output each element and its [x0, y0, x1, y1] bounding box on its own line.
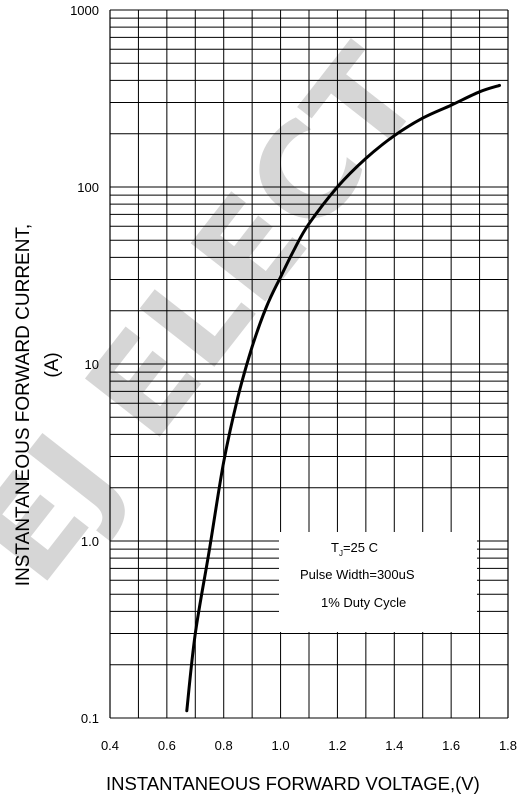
x-tick-label: 0.6: [158, 738, 176, 753]
x-tick-label: 1.0: [272, 738, 290, 753]
x-tick-label: 0.8: [215, 738, 233, 753]
y-tick-label: 1.0: [81, 534, 99, 549]
y-axis-label-line1: INSTANTANEOUS FORWARD CURRENT,: [13, 224, 34, 586]
x-axis-label: INSTANTANEOUS FORWARD VOLTAGE,(V): [106, 773, 480, 794]
annotation-box: [279, 532, 477, 632]
y-tick-label: 0.1: [81, 711, 99, 726]
x-tick-label: 0.4: [101, 738, 119, 753]
series-curve: [185, 83, 501, 713]
y-tick-labels: 0.1 1.0 10 100 1000: [70, 3, 99, 726]
x-tick-label: 1.4: [385, 738, 403, 753]
x-tick-labels: 0.4 0.6 0.8 1.0 1.2 1.4 1.6 1.8: [101, 738, 517, 753]
y-tick-label: 100: [77, 180, 99, 195]
y-axis-label-line2: (A): [42, 352, 63, 377]
x-tick-label: 1.8: [499, 738, 517, 753]
x-tick-label: 1.2: [328, 738, 346, 753]
y-tick-label: 10: [85, 357, 99, 372]
annotation-line2: Pulse Width=300uS: [300, 567, 415, 582]
x-tick-label: 1.6: [442, 738, 460, 753]
y-tick-label: 1000: [70, 3, 99, 18]
annotation-line1: TJ=25 C: [331, 540, 378, 558]
annotation-line3: 1% Duty Cycle: [321, 595, 406, 610]
watermark: EJ ELECT: [0, 21, 450, 609]
